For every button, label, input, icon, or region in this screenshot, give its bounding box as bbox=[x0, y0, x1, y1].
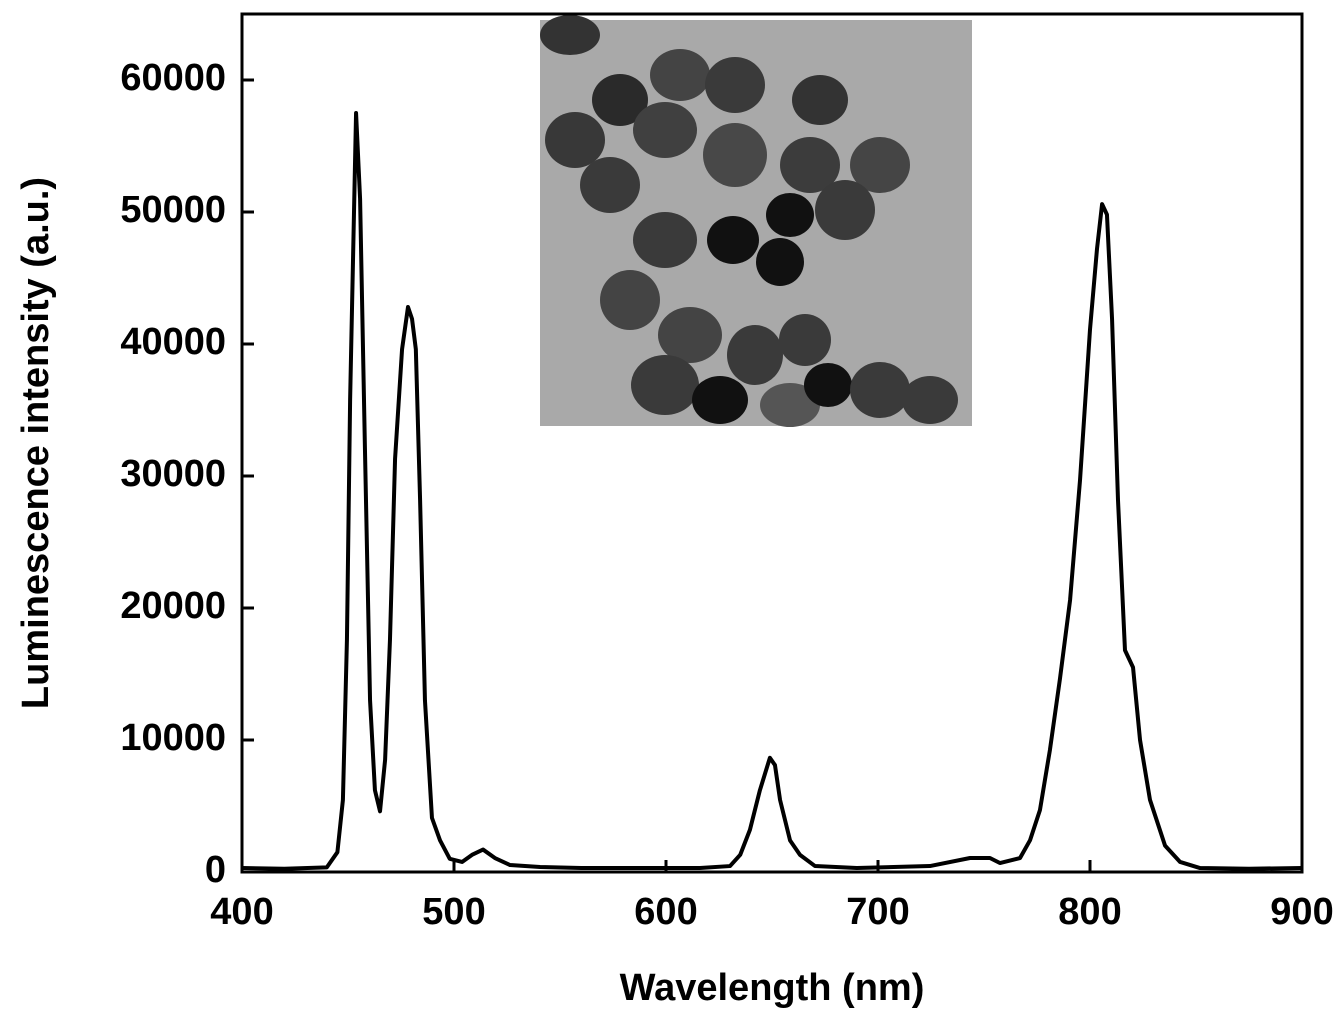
spectrum-line bbox=[241, 111, 1303, 871]
x-tick-label: 500 bbox=[422, 891, 485, 933]
plot-frame bbox=[240, 12, 1304, 874]
x-tick-label: 400 bbox=[210, 891, 273, 933]
y-tick-label: 60000 bbox=[120, 57, 226, 99]
y-tick-label: 50000 bbox=[120, 189, 226, 231]
y-tick-label: 30000 bbox=[120, 453, 226, 495]
y-tick-label: 0 bbox=[205, 849, 226, 891]
x-axis-label: Wavelength (nm) bbox=[620, 967, 925, 1009]
x-tick-label: 800 bbox=[1058, 891, 1121, 933]
x-tick-label: 600 bbox=[634, 891, 697, 933]
inset-image bbox=[540, 15, 972, 427]
x-tick-label: 700 bbox=[846, 891, 909, 933]
y-axis-label: Luminescence intensity (a.u.) bbox=[15, 177, 57, 709]
y-tick-label: 10000 bbox=[120, 717, 226, 759]
x-tick-label: 900 bbox=[1270, 891, 1333, 933]
y-tick-label: 20000 bbox=[120, 585, 226, 627]
y-tick-label: 40000 bbox=[120, 321, 226, 363]
